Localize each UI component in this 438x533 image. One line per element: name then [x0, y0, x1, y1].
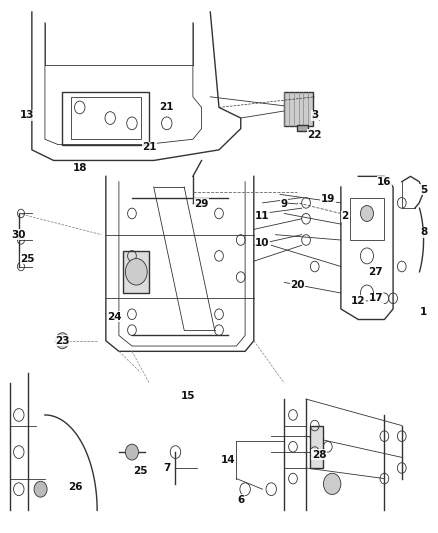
- Text: 5: 5: [420, 184, 427, 195]
- Text: 18: 18: [72, 164, 87, 173]
- Text: 3: 3: [311, 110, 318, 120]
- Text: 29: 29: [194, 199, 209, 209]
- Text: 25: 25: [20, 254, 35, 263]
- Text: 13: 13: [20, 110, 35, 120]
- Text: 21: 21: [142, 142, 157, 152]
- Text: 28: 28: [312, 450, 326, 460]
- Bar: [71, 97, 141, 139]
- Text: 17: 17: [368, 293, 383, 303]
- Text: 24: 24: [107, 312, 122, 322]
- Text: 8: 8: [420, 227, 427, 237]
- Text: 21: 21: [159, 102, 174, 112]
- Bar: [350, 198, 385, 240]
- Text: 25: 25: [134, 466, 148, 475]
- Text: 12: 12: [351, 296, 366, 306]
- Text: 27: 27: [368, 267, 383, 277]
- Bar: [311, 425, 323, 468]
- Text: 26: 26: [68, 481, 83, 491]
- Text: 22: 22: [307, 130, 322, 140]
- Text: 23: 23: [55, 336, 70, 346]
- Text: 1: 1: [420, 306, 427, 317]
- Text: 7: 7: [163, 463, 170, 473]
- Text: 14: 14: [220, 455, 235, 465]
- Circle shape: [125, 259, 147, 285]
- Text: 20: 20: [290, 280, 304, 290]
- Text: 2: 2: [342, 211, 349, 221]
- Circle shape: [125, 444, 138, 460]
- Bar: [62, 92, 149, 144]
- Text: 16: 16: [377, 176, 392, 187]
- Bar: [284, 92, 313, 126]
- Text: 19: 19: [321, 194, 335, 204]
- Circle shape: [34, 481, 47, 497]
- Circle shape: [360, 206, 374, 221]
- Text: 10: 10: [255, 238, 270, 248]
- Bar: [297, 125, 308, 131]
- Text: 30: 30: [11, 230, 26, 240]
- Text: 6: 6: [237, 495, 244, 505]
- Circle shape: [56, 333, 69, 349]
- Text: 9: 9: [281, 199, 288, 209]
- Text: 11: 11: [255, 211, 270, 221]
- Bar: [123, 251, 149, 293]
- Circle shape: [323, 473, 341, 495]
- Text: 15: 15: [181, 391, 196, 401]
